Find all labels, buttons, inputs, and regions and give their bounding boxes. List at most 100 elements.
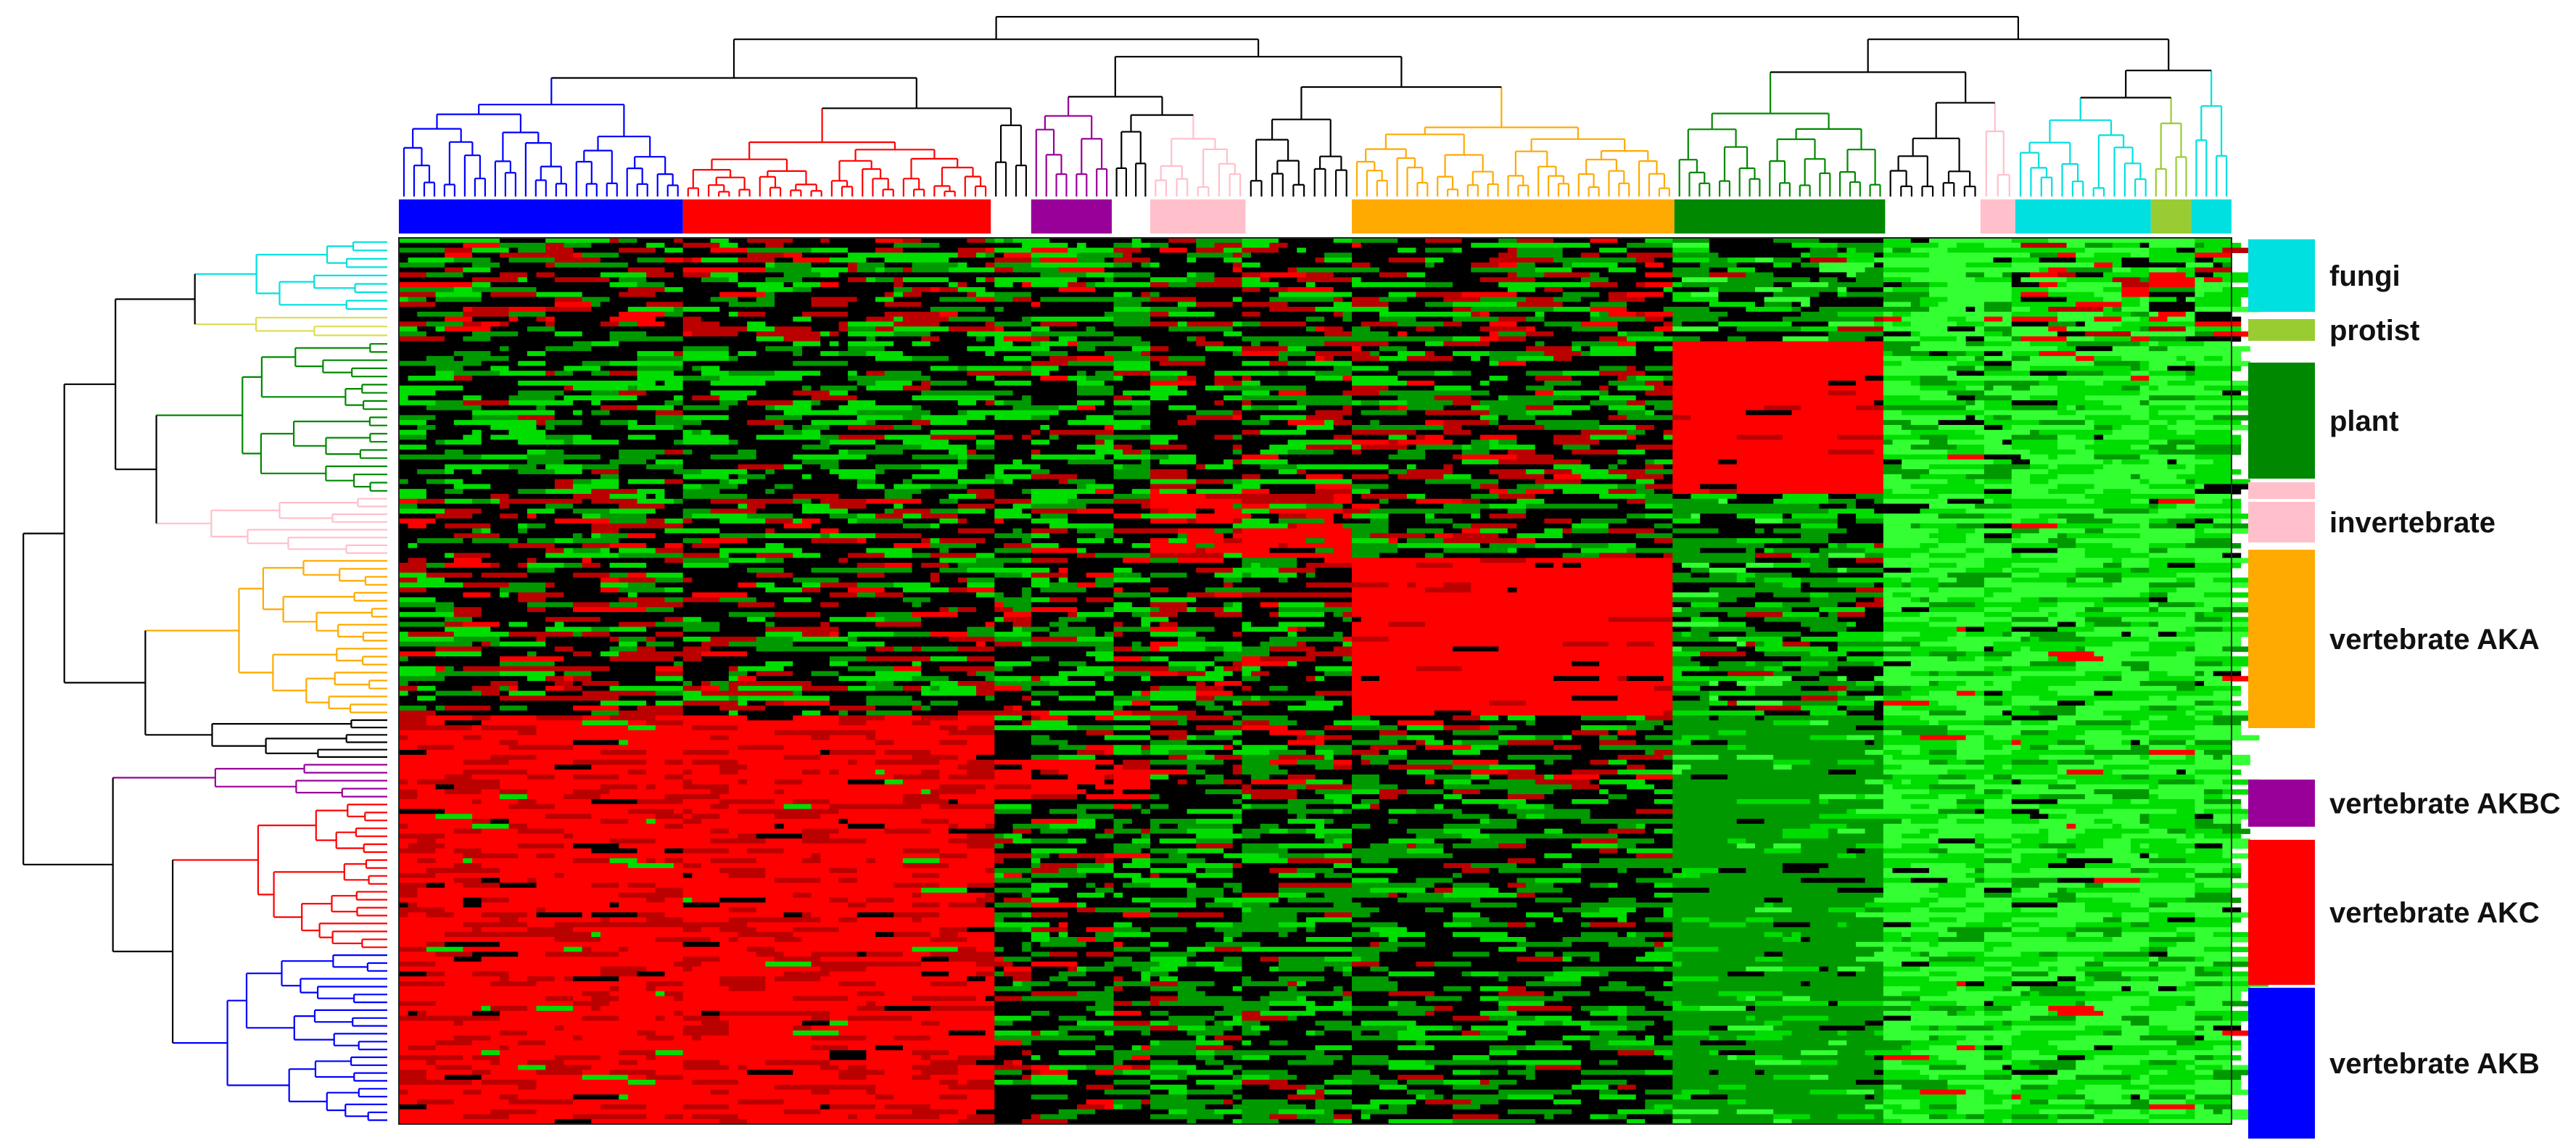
- heatmap-cell: [1205, 385, 1224, 392]
- heatmap-cell: [435, 390, 473, 396]
- heatmap-cell: [408, 297, 427, 302]
- heatmap-cell: [1443, 415, 1481, 421]
- heatmap-cell: [1269, 420, 1289, 426]
- heatmap-cell: [1223, 341, 1243, 347]
- heatmap-cell: [783, 336, 821, 342]
- heatmap-cell: [1645, 238, 1673, 244]
- heatmap-cell: [710, 498, 739, 505]
- heatmap-cell: [793, 454, 840, 461]
- heatmap-cell: [1232, 346, 1243, 352]
- heatmap-cell: [930, 380, 967, 387]
- heatmap-cell: [399, 405, 427, 411]
- heatmap-cell: [692, 429, 702, 436]
- heatmap-cell: [1150, 454, 1169, 461]
- heatmap-cell: [2057, 272, 2076, 278]
- heatmap-cell: [2011, 371, 2031, 376]
- heatmap-cell: [1837, 360, 1884, 367]
- heatmap-cell: [1461, 247, 1481, 253]
- heatmap-cell: [848, 307, 886, 313]
- heatmap-cell: [994, 272, 1023, 278]
- heatmap-cell: [1186, 257, 1197, 263]
- heatmap-cell: [545, 434, 574, 440]
- heatmap-cell: [1352, 484, 1390, 490]
- heatmap-cell: [1608, 267, 1637, 273]
- heatmap-cell: [1910, 380, 1921, 387]
- heatmap-cell: [1489, 311, 1527, 318]
- heatmap-cell: [1764, 376, 1801, 381]
- heatmap-cell: [1819, 302, 1857, 307]
- heatmap-cell: [1672, 439, 1701, 445]
- heatmap-cell: [2094, 420, 2141, 426]
- heatmap-cell: [1855, 390, 1884, 396]
- heatmap-cell: [1635, 371, 1646, 376]
- heatmap-cell: [518, 346, 546, 352]
- heatmap-cell: [1883, 326, 1902, 332]
- heatmap-cell: [2176, 247, 2196, 253]
- heatmap-cell: [554, 469, 583, 475]
- heatmap-cell: [1975, 302, 1985, 307]
- heatmap-cell: [1865, 424, 1884, 431]
- heatmap-cell: [1214, 376, 1234, 381]
- heatmap-cell: [445, 385, 464, 392]
- heatmap-cell: [1324, 355, 1334, 362]
- heatmap-cell: [1572, 415, 1609, 421]
- heatmap-cell: [1700, 445, 1710, 450]
- heatmap-cell: [1278, 292, 1325, 298]
- heatmap-cell: [811, 420, 849, 426]
- heatmap-cell: [1223, 292, 1243, 298]
- heatmap-cell: [1828, 366, 1847, 371]
- heatmap-cell: [1947, 449, 1985, 455]
- heatmap-cell: [985, 272, 995, 278]
- heatmap-cell: [1123, 376, 1142, 381]
- heatmap-cell: [793, 360, 821, 367]
- heatmap-cell: [1727, 307, 1746, 313]
- heatmap-cell: [1635, 445, 1673, 450]
- heatmap-cell: [692, 449, 739, 455]
- heatmap-cell: [564, 336, 611, 342]
- heatmap-cell: [1975, 479, 1985, 485]
- heatmap-cell: [1672, 262, 1701, 268]
- heatmap-cell: [1746, 272, 1774, 278]
- heatmap-cell: [1379, 479, 1426, 485]
- heatmap-cell: [1709, 479, 1720, 485]
- heatmap-cell: [655, 459, 684, 465]
- heatmap-cell: [930, 366, 959, 371]
- heatmap-cell: [1315, 242, 1353, 249]
- heatmap-cell: [1076, 464, 1115, 470]
- heatmap-cell: [591, 385, 629, 392]
- heatmap-cell: [1516, 439, 1536, 445]
- heatmap-cell: [1709, 351, 1728, 357]
- heatmap-cell: [499, 267, 528, 273]
- heatmap-cell: [1828, 351, 1857, 357]
- heatmap-cell: [1232, 434, 1243, 440]
- heatmap-cell: [902, 513, 922, 519]
- heatmap-cell: [664, 297, 684, 302]
- heatmap-cell: [1095, 424, 1105, 431]
- heatmap-cell: [1617, 385, 1655, 392]
- heatmap-cell: [518, 297, 556, 302]
- heatmap-cell: [1260, 277, 1270, 283]
- heatmap-cell: [1544, 459, 1582, 465]
- heatmap-cell: [1920, 316, 1930, 323]
- heatmap-cell: [856, 484, 886, 490]
- heatmap-cell: [1746, 415, 1793, 421]
- heatmap-cell: [1544, 321, 1582, 327]
- heatmap-cell: [719, 282, 739, 288]
- heatmap-cell: [2084, 420, 2095, 426]
- heatmap-cell: [1874, 400, 1884, 406]
- heatmap-cell: [408, 351, 455, 357]
- heatmap-cell: [728, 415, 766, 421]
- heatmap-cell: [664, 489, 684, 495]
- heatmap-cell: [2048, 489, 2086, 495]
- heatmap-cell: [1645, 316, 1664, 323]
- heatmap-cell: [1443, 424, 1463, 431]
- heatmap-cell: [609, 282, 619, 288]
- heatmap-cell: [838, 449, 849, 455]
- heatmap-cell: [2011, 286, 2049, 293]
- heatmap-cell: [765, 439, 775, 445]
- heatmap-cell: [1315, 262, 1353, 268]
- heatmap-cell: [1471, 445, 1490, 450]
- heatmap-cell: [600, 454, 619, 461]
- heatmap-cell: [1453, 351, 1490, 357]
- heatmap-cell: [2149, 439, 2168, 445]
